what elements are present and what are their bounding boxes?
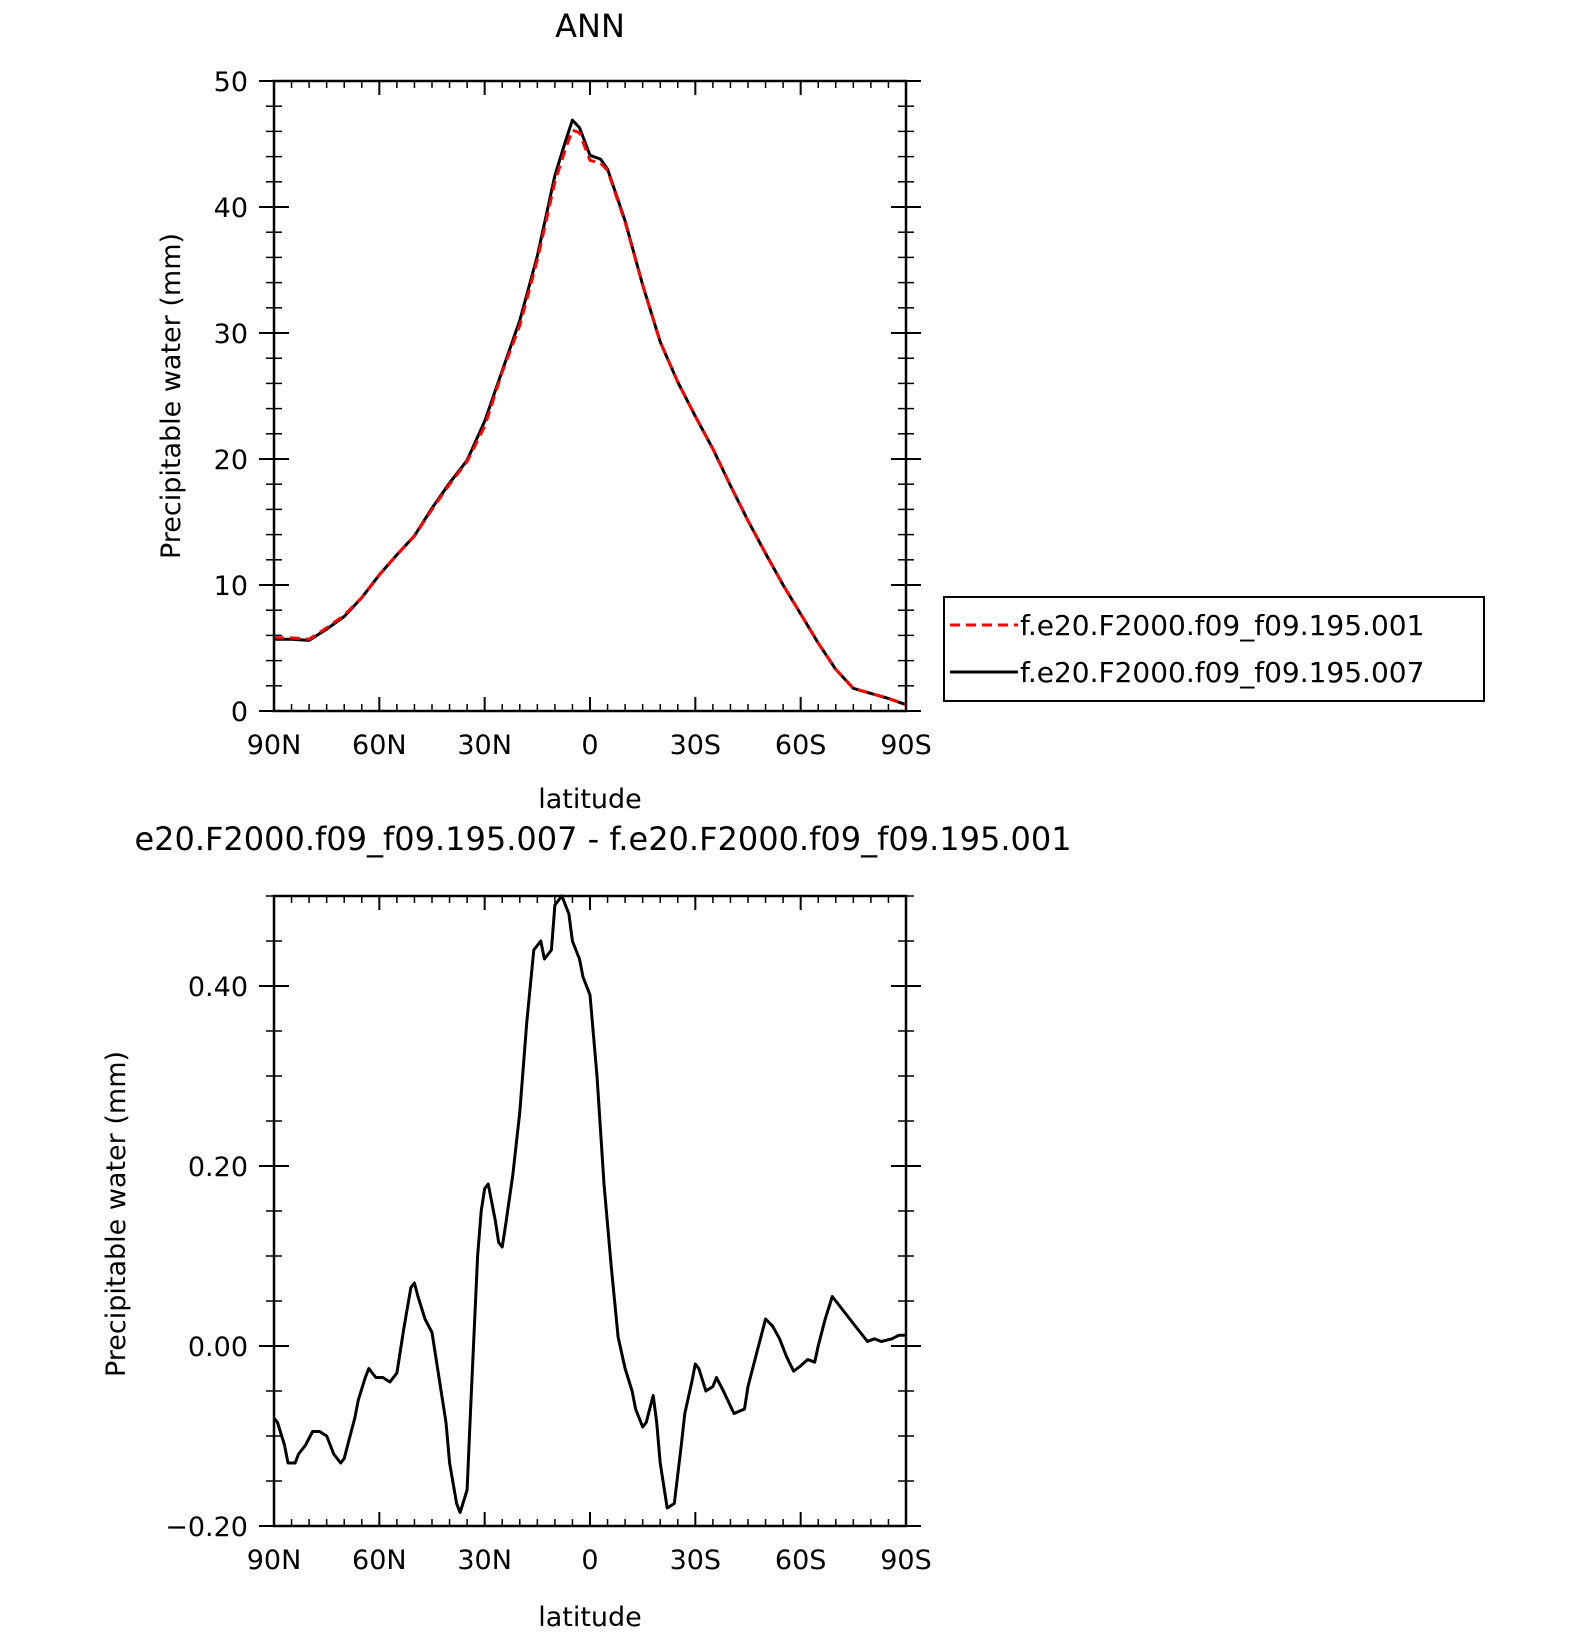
- bottom-plot-frame: [272, 894, 908, 1528]
- top-y-tick-label: 40: [214, 193, 248, 224]
- bottom-panel: e20.F2000.f09_f09.195.007 - f.e20.F2000.…: [101, 820, 1072, 1633]
- bot-x-tick-label: 30N: [457, 1545, 512, 1576]
- top-axis-ticks: [259, 80, 921, 712]
- top-x-tick-label: 30N: [457, 730, 512, 761]
- top-x-tick-label: 60S: [775, 730, 827, 761]
- bot-x-tick-label: 60N: [352, 1545, 407, 1576]
- bot-x-tick-label: 30S: [670, 1545, 722, 1576]
- top-panel: ANN 90N 60N 30N 0 30S 60S 90S 0 10 20 30 40 50 lati…: [156, 7, 1485, 815]
- bot-y-tick-label: 0.00: [188, 1332, 248, 1363]
- top-y-tick-label: 20: [214, 445, 248, 476]
- top-x-tick-label: 90N: [247, 730, 302, 761]
- legend-label-series-2: f.e20.F2000.f09_f09.195.007: [1020, 656, 1424, 689]
- top-series-lines: [274, 118, 907, 707]
- bot-y-tick-label: 0.20: [188, 1152, 248, 1183]
- bot-x-tick-label: 0: [581, 1545, 598, 1576]
- top-y-tick-label: 30: [214, 319, 248, 350]
- bottom-y-tick-labels: −0.20 0.00 0.20 0.40: [165, 972, 248, 1543]
- top-y-tick-label: 0: [231, 697, 248, 728]
- top-y-tick-labels: 0 10 20 30 40 50: [214, 67, 248, 728]
- legend-label-series-1: f.e20.F2000.f09_f09.195.001: [1020, 609, 1424, 642]
- bot-y-tick-label: 0.40: [188, 972, 248, 1003]
- top-x-axis-title: latitude: [538, 784, 642, 815]
- bottom-x-axis-title: latitude: [538, 1602, 642, 1633]
- top-y-tick-label: 50: [214, 67, 248, 98]
- bottom-x-tick-labels: 90N 60N 30N 0 30S 60S 90S: [247, 1545, 932, 1576]
- top-y-axis-title: Precipitable water (mm): [156, 233, 187, 559]
- top-y-tick-label: 10: [214, 571, 248, 602]
- top-x-tick-labels: 90N 60N 30N 0 30S 60S 90S: [247, 730, 932, 761]
- legend-box: [943, 596, 1485, 702]
- top-x-tick-label: 90S: [880, 730, 932, 761]
- bot-x-tick-label: 60S: [775, 1545, 827, 1576]
- top-x-tick-label: 30S: [670, 730, 722, 761]
- bot-y-tick-label: −0.20: [165, 1512, 248, 1543]
- top-x-tick-label: 0: [581, 730, 598, 761]
- legend: f.e20.F2000.f09_f09.195.001 f.e20.F2000.…: [943, 596, 1485, 702]
- top-plot-title: ANN: [555, 7, 625, 45]
- top-plot-frame: [272, 79, 908, 713]
- bottom-plot-title: e20.F2000.f09_f09.195.007 - f.e20.F2000.…: [134, 820, 1071, 858]
- top-x-tick-label: 60N: [352, 730, 407, 761]
- top-series-line-1: [274, 128, 907, 707]
- bottom-y-axis-title: Precipitable water (mm): [101, 1051, 132, 1377]
- bot-series-line-1: [272, 894, 906, 1514]
- bottom-series-lines: [272, 894, 906, 1514]
- bot-x-tick-label: 90N: [247, 1545, 302, 1576]
- top-series-line-2: [274, 118, 907, 707]
- bot-x-tick-label: 90S: [880, 1545, 932, 1576]
- bottom-axis-ticks: [259, 895, 921, 1527]
